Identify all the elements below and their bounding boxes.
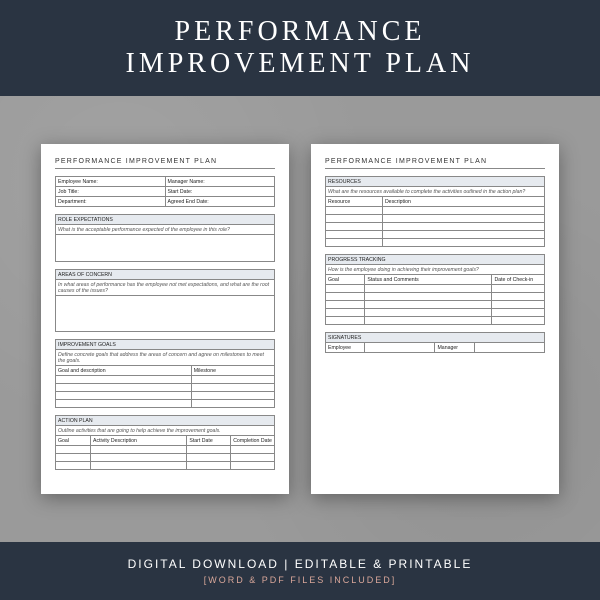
- section-heading: PROGRESS TRACKING: [326, 255, 545, 265]
- blank-cell: [56, 376, 192, 384]
- info-cell: Agreed End Date:: [165, 197, 275, 207]
- blank-cell: [56, 400, 192, 408]
- resources-section: RESOURCES What are the resources availab…: [325, 176, 545, 247]
- section-prompt: Outline activities that are going to hel…: [56, 426, 275, 436]
- info-cell: Department:: [56, 197, 166, 207]
- blank-cell: [56, 392, 192, 400]
- progress-tracking-section: PROGRESS TRACKING How is the employee do…: [325, 254, 545, 325]
- areas-of-concern-section: AREAS OF CONCERN In what areas of perfor…: [55, 269, 275, 332]
- blank-cell: [56, 384, 192, 392]
- column-header: Milestone: [191, 366, 274, 376]
- blank-cell: [474, 343, 544, 353]
- template-page-2: PERFORMANCE IMPROVEMENT PLAN RESOURCES W…: [311, 144, 559, 494]
- info-cell: Manager Name:: [165, 177, 275, 187]
- improvement-goals-section: IMPROVEMENT GOALS Define concrete goals …: [55, 339, 275, 408]
- section-heading: AREAS OF CONCERN: [56, 270, 275, 280]
- column-header: Goal: [326, 275, 365, 285]
- title-line-2: IMPROVEMENT PLAN: [126, 48, 475, 80]
- column-header: Date of Check-in: [492, 275, 545, 285]
- signatures-section: SIGNATURES Employee Manager: [325, 332, 545, 353]
- section-prompt: How is the employee doing in achieving t…: [326, 265, 545, 275]
- title-line-1: PERFORMANCE: [175, 16, 426, 48]
- column-header: Completion Date: [231, 436, 275, 446]
- column-header: Start Date: [187, 436, 231, 446]
- page1-title: PERFORMANCE IMPROVEMENT PLAN: [55, 158, 275, 169]
- section-heading: ACTION PLAN: [56, 416, 275, 426]
- column-header: Resource: [326, 197, 383, 207]
- column-header: Goal and description: [56, 366, 192, 376]
- action-plan-section: ACTION PLAN Outline activities that are …: [55, 415, 275, 470]
- section-heading: RESOURCES: [326, 177, 545, 187]
- blank-cell: [56, 235, 275, 262]
- section-prompt: Define concrete goals that address the a…: [56, 350, 275, 366]
- section-prompt: What is the acceptable performance expec…: [56, 225, 275, 235]
- template-page-1: PERFORMANCE IMPROVEMENT PLAN Employee Na…: [41, 144, 289, 494]
- column-header: Goal: [56, 436, 91, 446]
- info-cell: Job Title:: [56, 187, 166, 197]
- section-prompt: What are the resources available to comp…: [326, 187, 545, 197]
- info-cell: Employee Name:: [56, 177, 166, 187]
- role-expectations-section: ROLE EXPECTATIONS What is the acceptable…: [55, 214, 275, 262]
- column-header: Status and Comments: [365, 275, 492, 285]
- blank-cell: [191, 376, 274, 384]
- footer-line-2: [WORD & PDF FILES INCLUDED]: [204, 575, 397, 585]
- blank-cell: [191, 384, 274, 392]
- footer-line-1: DIGITAL DOWNLOAD | EDITABLE & PRINTABLE: [128, 557, 473, 571]
- blank-cell: [191, 400, 274, 408]
- info-table: Employee Name: Manager Name: Job Title: …: [55, 176, 275, 207]
- column-header: Description: [382, 197, 544, 207]
- blank-cell: [191, 392, 274, 400]
- section-heading: ROLE EXPECTATIONS: [56, 215, 275, 225]
- footer-banner: DIGITAL DOWNLOAD | EDITABLE & PRINTABLE …: [0, 542, 600, 600]
- section-heading: SIGNATURES: [326, 333, 545, 343]
- section-prompt: In what areas of performance has the emp…: [56, 280, 275, 296]
- blank-cell: [56, 296, 275, 332]
- title-banner: PERFORMANCE IMPROVEMENT PLAN: [0, 0, 600, 96]
- section-heading: IMPROVEMENT GOALS: [56, 340, 275, 350]
- info-cell: Start Date:: [165, 187, 275, 197]
- page-preview-stage: PERFORMANCE IMPROVEMENT PLAN Employee Na…: [0, 96, 600, 542]
- page2-title: PERFORMANCE IMPROVEMENT PLAN: [325, 158, 545, 169]
- blank-cell: [365, 343, 435, 353]
- column-header: Activity Description: [91, 436, 187, 446]
- column-header: Employee: [326, 343, 365, 353]
- column-header: Manager: [435, 343, 474, 353]
